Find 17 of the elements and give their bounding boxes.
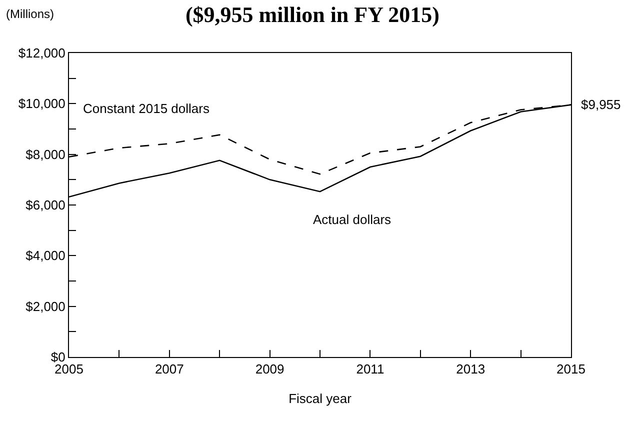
annotation: $9,955 — [581, 97, 621, 112]
chart-title: ($9,955 million in FY 2015) — [185, 2, 440, 27]
y-tick-label: $12,000 — [18, 46, 66, 61]
y-tick-label: $6,000 — [26, 198, 66, 213]
x-tick-label: 2007 — [154, 362, 184, 377]
y-tick-label: $4,000 — [26, 248, 66, 264]
y-tick-label: $8,000 — [26, 146, 66, 162]
x-tick-label: 2013 — [456, 362, 486, 377]
y-tick-label: $2,000 — [26, 298, 66, 314]
series-label: Actual dollars — [313, 212, 392, 227]
x-axis-title: Fiscal year — [288, 391, 352, 406]
series-label: Constant 2015 dollars — [83, 101, 210, 116]
x-tick-label: 2015 — [556, 362, 586, 377]
x-tick-label: 2009 — [255, 362, 284, 377]
y-tick-label: $10,000 — [18, 96, 66, 112]
x-tick-label: 2011 — [356, 362, 384, 377]
y-axis-title: (Millions) — [6, 7, 54, 21]
